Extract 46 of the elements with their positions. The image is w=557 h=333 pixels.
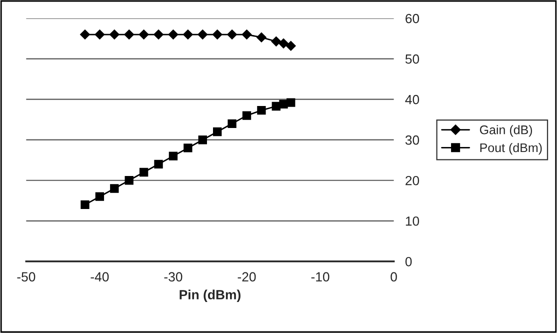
x-tick-label: -40 bbox=[90, 272, 109, 282]
point bbox=[154, 160, 163, 169]
point bbox=[242, 30, 252, 40]
point bbox=[242, 111, 252, 120]
point bbox=[139, 168, 148, 177]
x-tick-label: -10 bbox=[311, 272, 330, 282]
legend-label: Pout (dBm) bbox=[480, 142, 542, 155]
point bbox=[168, 30, 178, 40]
point bbox=[109, 30, 120, 40]
point bbox=[228, 119, 236, 128]
y-tick-label: 30 bbox=[405, 135, 420, 145]
point bbox=[212, 30, 222, 40]
point bbox=[138, 30, 149, 40]
x-tick-label: -30 bbox=[164, 272, 182, 282]
point bbox=[198, 30, 208, 40]
point bbox=[168, 152, 178, 160]
legend-label: Gain (dB) bbox=[480, 125, 532, 137]
point bbox=[286, 98, 296, 107]
x-tick-label: -50 bbox=[17, 272, 36, 282]
point bbox=[286, 40, 296, 51]
point bbox=[257, 106, 266, 115]
point bbox=[227, 30, 237, 40]
point bbox=[184, 144, 192, 152]
y-tick-label: 50 bbox=[405, 54, 420, 64]
x-axis-title: Pin (dBm) bbox=[180, 290, 240, 302]
point bbox=[213, 127, 222, 136]
y-tick-label: 0 bbox=[405, 256, 412, 266]
point bbox=[124, 176, 134, 185]
point bbox=[80, 200, 90, 210]
y-tick-label: 10 bbox=[406, 216, 420, 226]
y-tick-label: 60 bbox=[406, 14, 420, 24]
x-tick-label: 0 bbox=[390, 272, 397, 282]
point bbox=[124, 30, 134, 40]
x-tick-label: -20 bbox=[238, 272, 256, 282]
point bbox=[110, 184, 119, 193]
point bbox=[95, 192, 104, 201]
point bbox=[182, 30, 193, 40]
point bbox=[80, 30, 90, 40]
point bbox=[154, 30, 164, 40]
y-tick-label: 40 bbox=[405, 94, 420, 104]
y-tick-label: 20 bbox=[406, 176, 420, 186]
point bbox=[271, 36, 282, 46]
point bbox=[94, 30, 105, 40]
point bbox=[256, 32, 266, 42]
point bbox=[198, 136, 207, 144]
point bbox=[278, 38, 288, 48]
